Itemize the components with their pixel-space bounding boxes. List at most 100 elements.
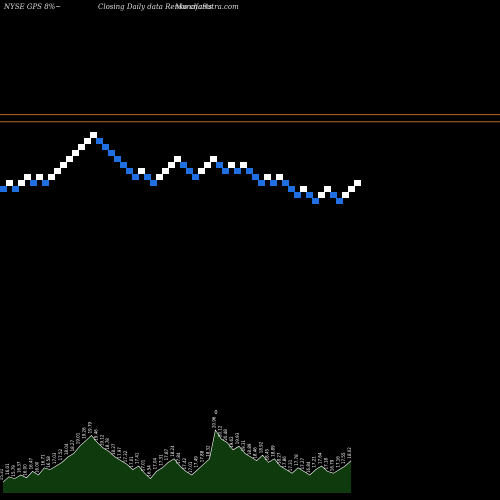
renko-brick-down [294,192,301,198]
volume-label: 17.01 [129,456,134,468]
volume-area [2,429,352,493]
volume-label: 17.03 [52,452,57,464]
renko-brick-up [162,168,169,174]
renko-brick-up [54,168,61,174]
volume-label: 15.79 [11,465,16,477]
volume-label: 17.16 [335,456,340,468]
renko-brick-up [174,156,181,162]
volume-label: 19.12 [99,434,104,446]
volume-label: 16.54 [147,465,152,477]
volume-label: 18.27 [276,452,281,464]
volume-label: 17.21 [312,456,317,468]
volume-label: 17.86 [282,456,287,468]
renko-brick-up [210,156,217,162]
renko-brick-up [342,192,349,198]
volume-label: 17.32 [123,450,128,462]
volume-label: 19.46 [93,429,98,441]
volume-label: 17.78 [294,454,299,466]
renko-brick-down [108,150,115,156]
renko-brick-down [312,198,319,204]
volume-label: 17.88 [200,450,205,462]
volume-label: 16.00 [34,461,39,473]
volume-label: 17.18 [324,457,329,469]
renko-brick-down [102,144,109,150]
volume-label: 17.49 [194,456,199,468]
volume-label: 17.55 [341,452,346,464]
volume-label: 17.64 [318,452,323,464]
renko-brick-up [264,174,271,180]
volume-label: 18.78 [105,438,110,450]
chart-title: Closing Daily data Renko charts [98,3,213,11]
renko-brick-up [78,144,85,150]
volume-label: 18.27 [70,439,75,451]
renko-brick-up [156,174,163,180]
volume-label: 16.58 [46,456,51,468]
renko-brick-down [150,180,157,186]
volume-label: 17.84 [176,452,181,464]
renko-brick-up [276,174,283,180]
volume-label: 18.46 [253,447,258,459]
volume-label: 19.79 [88,421,93,433]
volume-label: 17.42 [182,457,187,469]
renko-brick-up [138,168,145,174]
renko-brick-down [306,192,313,198]
renko-brick-down [258,180,265,186]
volume-label: 16.01 [5,463,10,475]
renko-brick-up [348,186,355,192]
renko-brick-down [132,174,139,180]
renko-brick-up [198,168,205,174]
volume-label: 16.71 [40,454,45,466]
volume-fill [3,430,352,493]
renko-bricks [0,132,361,204]
renko-brick-down [192,174,199,180]
renko-brick-down [96,138,103,144]
renko-brick-up [354,180,361,186]
volume-label: 19.93 [235,432,240,444]
volume-label: 17.97 [117,447,122,459]
renko-brick-up [24,174,31,180]
volume-label: 17.27 [300,457,305,469]
renko-brick-up [48,174,55,180]
volume-label: 17.31 [158,454,163,466]
renko-brick-up [84,138,91,144]
renko-brick-down [270,180,277,186]
volume-label: 17.87 [164,448,169,460]
volume-label: 18.27 [111,443,116,455]
renko-brick-down [234,168,241,174]
renko-brick-up [66,156,73,162]
renko-brick-up [324,186,331,192]
volume-label: 18.24 [170,445,175,457]
renko-brick-up [168,162,175,168]
volume-label: 19.26 [82,427,87,439]
renko-brick-down [186,168,193,174]
renko-brick-down [12,186,19,192]
volume-label: 18.02 [347,447,352,459]
volume-label: 19.01 [76,432,81,444]
volume-label: 17.41 [135,452,140,464]
volume-label: 17.52 [58,448,63,460]
volume-label: 18.89 [247,443,252,455]
renko-brick-down [282,180,289,186]
renko-brick-down [252,174,259,180]
volume-label: 16.47 [29,457,34,469]
renko-brick-down [114,156,121,162]
renko-brick-up [228,162,235,168]
volume-peak-marker: 0 [214,410,217,416]
renko-brick-down [330,192,337,198]
renko-brick-down [222,168,229,174]
volume-label: 19.62 [229,436,234,448]
renko-brick-up [204,162,211,168]
volume-label: 17.31 [288,459,293,471]
volume-label: 18.89 [270,445,275,457]
volume-label: 19.31 [241,439,246,451]
volume-label: 18.92 [259,441,264,453]
volume-label: 16.79 [329,459,334,471]
renko-brick-down [336,198,343,204]
volume-label: 16.84 [306,461,311,473]
renko-brick-down [246,168,253,174]
renko-brick-down [0,186,7,192]
renko-brick-down [288,186,295,192]
reference-lines [0,114,500,123]
